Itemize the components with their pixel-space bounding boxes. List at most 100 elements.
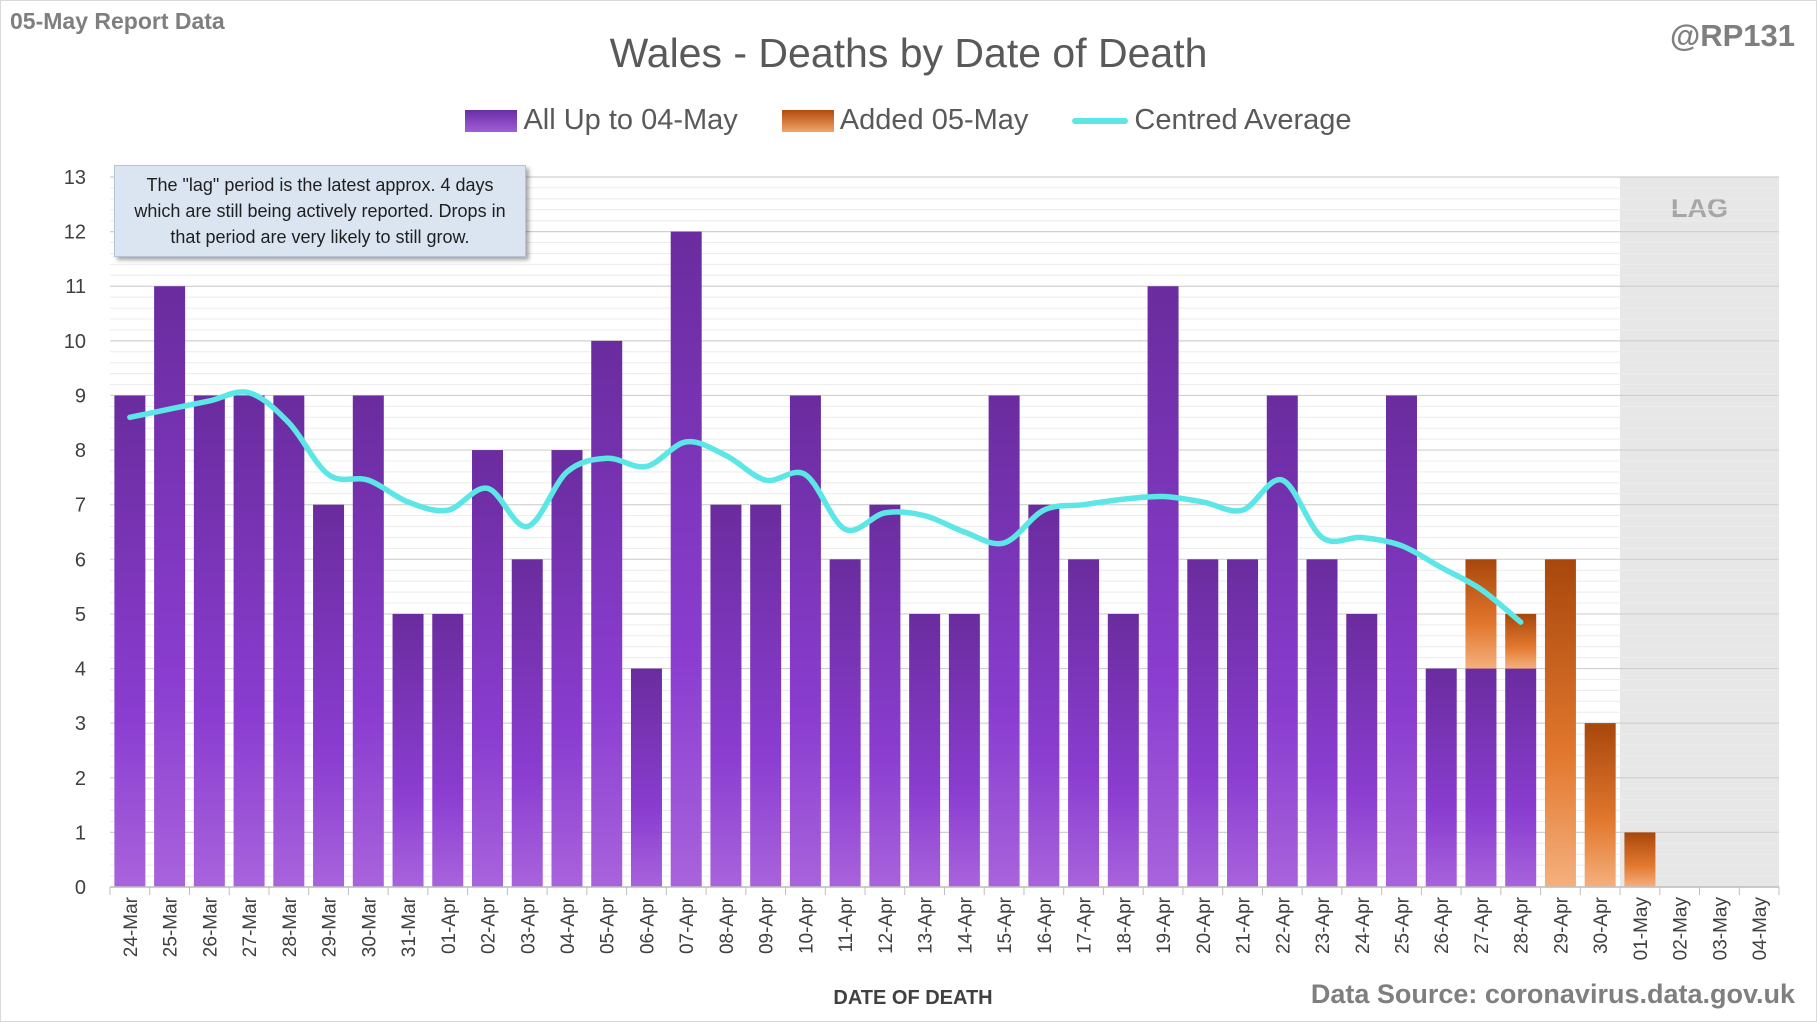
bar-all-up-to-04-may <box>551 450 583 887</box>
x-tick-label: 26-Apr <box>1432 896 1453 954</box>
x-axis-title: DATE OF DEATH <box>833 987 992 1009</box>
data-source-label: Data Source: coronavirus.data.gov.uk <box>1310 979 1795 1009</box>
x-tick-label: 04-Apr <box>558 896 579 954</box>
bar-all-up-to-04-may <box>1028 504 1060 887</box>
bar-all-up-to-04-may <box>1306 559 1338 887</box>
x-tick-label: 02-May <box>1671 897 1692 961</box>
bar-all-up-to-04-may <box>1465 668 1497 887</box>
legend-label-added: Added 05-May <box>839 104 1029 136</box>
x-tick-label: 13-Apr <box>916 896 937 954</box>
chart-title: Wales - Deaths by Date of Death <box>609 30 1208 76</box>
bar-all-up-to-04-may <box>511 559 543 887</box>
x-tick-label: 01-Apr <box>439 896 460 954</box>
x-tick-label: 03-Apr <box>518 896 539 954</box>
y-tick-label: 1 <box>75 822 86 844</box>
legend-item-all: All Up to 04-May <box>465 104 738 137</box>
x-tick-label: 19-Apr <box>1154 896 1175 954</box>
x-tick-label: 31-Mar <box>399 896 420 957</box>
bar-all-up-to-04-may <box>114 395 146 887</box>
lag-note: The "lag" period is the latest approx. 4… <box>114 165 526 257</box>
y-tick-label: 3 <box>75 713 86 735</box>
x-tick-label: 11-Apr <box>836 896 857 952</box>
bar-all-up-to-04-may <box>670 231 702 888</box>
bar-all-up-to-04-may <box>1505 668 1537 887</box>
x-tick-label: 08-Apr <box>717 896 738 954</box>
x-tick-label: 29-Apr <box>1551 896 1572 954</box>
legend-item-added: Added 05-May <box>781 104 1029 137</box>
x-tick-label: 15-Apr <box>995 896 1016 954</box>
bar-all-up-to-04-may <box>750 504 782 887</box>
bar-all-up-to-04-may <box>233 395 265 887</box>
bar-all-up-to-04-may <box>1107 613 1139 887</box>
x-tick-label: 27-Apr <box>1472 896 1493 954</box>
x-tick-label: 30-Apr <box>1591 896 1612 954</box>
x-tick-label: 01-May <box>1631 897 1652 961</box>
x-tick-label: 28-Mar <box>280 896 301 957</box>
bar-all-up-to-04-may <box>432 613 464 887</box>
bar-all-up-to-04-may <box>1425 668 1457 887</box>
x-tick-label: 29-Mar <box>320 896 341 957</box>
bar-added-05-may <box>1465 559 1497 669</box>
y-tick-label: 8 <box>75 440 86 462</box>
x-tick-label: 20-Apr <box>1194 896 1215 954</box>
bar-all-up-to-04-may <box>789 395 821 887</box>
x-tick-label: 21-Apr <box>1234 896 1255 954</box>
author-handle: @RP131 <box>1669 18 1795 53</box>
x-tick-label: 05-Apr <box>598 896 619 954</box>
bar-all-up-to-04-may <box>829 559 861 887</box>
lag-layer: LAG <box>1620 177 1779 887</box>
bar-all-up-to-04-may <box>1346 613 1378 887</box>
legend-label-average: Centred Average <box>1134 104 1352 136</box>
x-tick-label: 23-Apr <box>1313 896 1334 954</box>
chart-legend: All Up to 04-May Added 05-May Centred Av… <box>0 104 1817 137</box>
bar-all-up-to-04-may <box>1266 395 1298 887</box>
x-tick-label: 03-May <box>1710 897 1731 961</box>
bar-all-up-to-04-may <box>1187 559 1219 887</box>
x-tick-label: 24-Apr <box>1353 896 1374 954</box>
bar-all-up-to-04-may <box>1068 559 1100 887</box>
legend-swatch-line <box>1072 117 1129 124</box>
x-tick-label: 07-Apr <box>677 896 698 954</box>
y-tick-label: 12 <box>64 222 86 244</box>
y-tick-label: 7 <box>75 495 86 517</box>
y-tick-label: 11 <box>65 276 86 298</box>
bar-all-up-to-04-may <box>591 340 623 887</box>
bar-all-up-to-04-may <box>352 395 384 887</box>
x-tick-label: 09-Apr <box>757 896 778 954</box>
x-tick-label: 18-Apr <box>1114 896 1135 954</box>
bar-added-05-may <box>1584 723 1616 887</box>
bar-all-up-to-04-may <box>1385 395 1417 887</box>
x-tick-label: 26-Mar <box>200 896 221 957</box>
bar-all-up-to-04-may <box>869 504 901 887</box>
bar-added-05-may <box>1624 832 1656 887</box>
bar-all-up-to-04-may <box>193 395 225 887</box>
bar-all-up-to-04-may <box>472 450 504 887</box>
bar-all-up-to-04-may <box>392 613 424 887</box>
legend-item-average: Centred Average <box>1072 104 1352 137</box>
bar-all-up-to-04-may <box>988 395 1020 887</box>
y-tick-label: 6 <box>75 549 86 571</box>
x-tick-label: 02-Apr <box>479 896 500 954</box>
x-tick-label: 14-Apr <box>955 896 976 954</box>
x-tick-label: 16-Apr <box>1035 896 1056 954</box>
centred-average-line <box>127 389 1524 625</box>
bar-all-up-to-04-may <box>710 504 742 887</box>
y-tick-label: 0 <box>75 877 86 899</box>
gridlines-layer <box>110 176 1779 888</box>
bars-layer <box>114 231 1656 888</box>
y-tick-label: 10 <box>64 331 86 353</box>
bar-all-up-to-04-may <box>948 613 980 887</box>
bar-all-up-to-04-may <box>273 395 305 887</box>
y-tick-label: 4 <box>75 659 86 681</box>
x-tick-label: 17-Apr <box>1075 896 1096 954</box>
bar-added-05-may <box>1544 559 1576 887</box>
x-tick-label: 04-May <box>1750 897 1771 961</box>
legend-swatch-purple <box>465 109 518 132</box>
report-date-label: 05-May Report Data <box>10 8 225 34</box>
x-tick-label: 25-Mar <box>161 896 182 957</box>
x-tick-label: 06-Apr <box>637 896 658 954</box>
bar-all-up-to-04-may <box>1147 286 1179 887</box>
y-tick-label: 5 <box>75 604 86 626</box>
bar-all-up-to-04-may <box>630 668 662 887</box>
